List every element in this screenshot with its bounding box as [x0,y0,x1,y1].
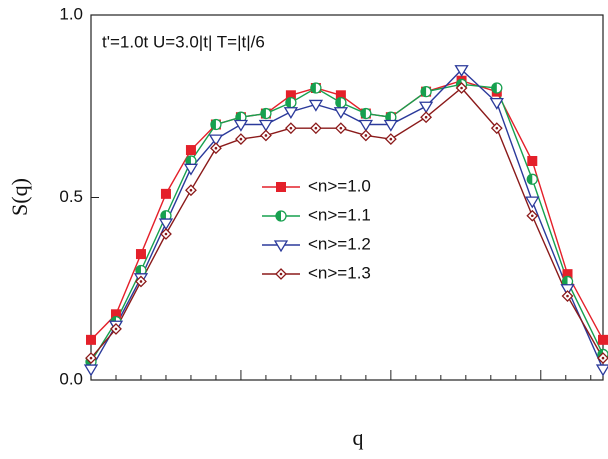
marker [454,65,469,78]
marker [490,122,503,135]
marker [275,268,287,280]
marker [562,269,573,280]
marker [260,107,272,120]
marker [359,129,372,142]
marker [308,99,324,112]
marker [183,163,199,176]
marker [335,90,346,101]
marker [525,196,540,209]
marker [160,210,172,222]
marker [135,275,147,288]
marker [258,119,274,132]
y-tick-label: 0.5 [59,187,83,206]
marker [597,352,608,365]
marker [285,90,296,101]
marker [384,133,397,146]
legend-label: <n>=1.0 [308,176,371,195]
marker [333,107,349,119]
marker [210,142,222,155]
marker [235,133,247,146]
y-axis-label: S(q) [7,178,32,216]
marker [185,184,197,197]
marker [135,249,146,260]
marker [233,119,249,132]
marker [110,309,121,320]
marker [259,129,272,142]
marker [561,290,574,302]
marker [160,228,172,240]
marker [283,107,299,119]
marker [273,240,289,253]
marker [489,97,504,110]
annotation: t'=1.0t U=3.0|t| T=|t|/6 [102,32,265,51]
marker [491,82,503,94]
marker [275,210,287,222]
marker [86,334,96,345]
marker [561,275,574,288]
marker [185,145,196,156]
marker [309,122,322,135]
y-tick-label: 1.0 [59,4,83,23]
marker [83,364,99,377]
marker [455,82,468,94]
marker [158,218,174,231]
marker [526,173,538,185]
marker [285,96,297,109]
marker [526,209,539,222]
marker [598,334,608,345]
marker [358,119,374,132]
marker [334,122,347,135]
legend-label: <n>=1.2 [308,234,371,253]
legend-label: <n>=1.3 [308,263,371,282]
marker [210,118,222,131]
y-tick-label: 0.0 [59,369,83,388]
marker [284,122,297,135]
marker [383,119,399,132]
marker [276,182,286,192]
marker [420,111,433,124]
marker [110,322,122,335]
marker [335,96,347,109]
marker [360,107,372,120]
marker [310,82,322,94]
marker [527,156,538,166]
marker [418,101,434,114]
x-axis-label: q [353,425,364,450]
marker [208,134,224,147]
marker [595,364,608,377]
legend-label: <n>=1.1 [308,205,371,224]
marker [560,284,575,297]
marker [420,86,432,98]
marker [85,352,97,365]
marker [160,188,171,199]
